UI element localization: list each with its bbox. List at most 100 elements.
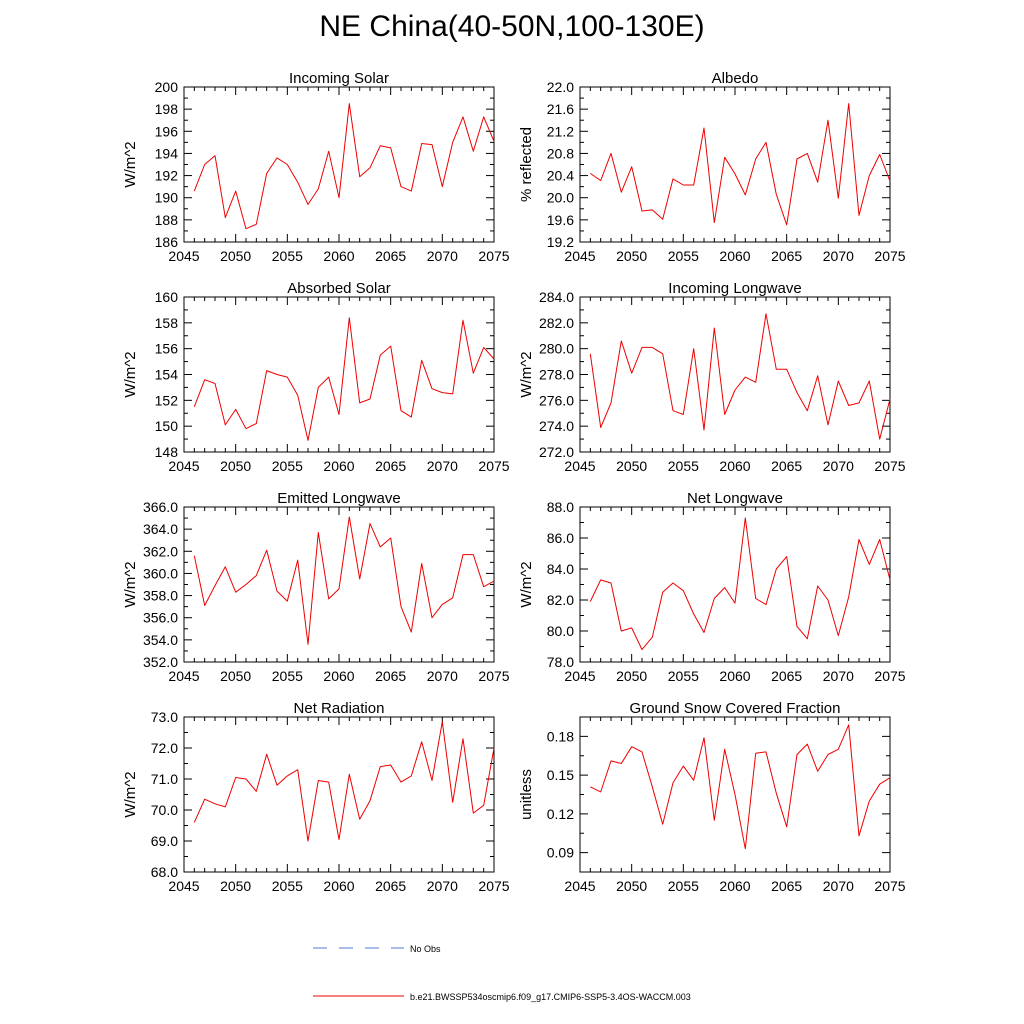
x-tick-label: 2065 bbox=[375, 248, 406, 264]
x-tick-label: 2065 bbox=[375, 668, 406, 684]
page-title: NE China(40-50N,100-130E) bbox=[319, 10, 705, 43]
x-tick-label: 2065 bbox=[771, 248, 802, 264]
x-tick-label: 2055 bbox=[272, 458, 303, 474]
y-tick-label: 80.0 bbox=[547, 623, 574, 639]
y-tick-label: 362.0 bbox=[143, 543, 178, 559]
x-tick-label: 2055 bbox=[668, 878, 699, 894]
panel-title: Net Radiation bbox=[294, 700, 385, 717]
x-tick-label: 2075 bbox=[874, 458, 905, 474]
y-axis-label: % reflected bbox=[518, 127, 535, 202]
y-tick-label: 354.0 bbox=[143, 632, 178, 648]
panel-1: Albedo % reflected 2045 2050 2055 2060 2065 207… bbox=[518, 70, 906, 264]
y-tick-label: 154 bbox=[155, 367, 179, 383]
x-tick-label: 2060 bbox=[719, 668, 750, 684]
y-tick-label: 19.2 bbox=[547, 234, 574, 250]
y-tick-label: 86.0 bbox=[547, 530, 574, 546]
series-line bbox=[193, 721, 495, 842]
y-tick-label: 282.0 bbox=[539, 315, 574, 331]
y-tick-label: 160 bbox=[155, 289, 179, 305]
y-axis-label: W/m^2 bbox=[518, 351, 535, 397]
y-tick-label: 360.0 bbox=[143, 565, 178, 581]
y-tick-label: 0.09 bbox=[547, 845, 574, 861]
x-tick-label: 2070 bbox=[823, 668, 854, 684]
legend-model-label: b.e21.BWSSP534oscmip6.f09_g17.CMIP6-SSP5… bbox=[410, 992, 691, 1002]
x-tick-label: 2045 bbox=[564, 878, 595, 894]
y-tick-label: 20.0 bbox=[547, 190, 574, 206]
y-tick-label: 158 bbox=[155, 315, 179, 331]
x-tick-label: 2055 bbox=[272, 878, 303, 894]
panel-2: Absorbed Solar W/m^2 2045 2050 2055 2060 2065 2… bbox=[122, 280, 510, 474]
x-tick-label: 2060 bbox=[323, 668, 354, 684]
y-tick-label: 71.0 bbox=[151, 771, 178, 787]
y-tick-label: 366.0 bbox=[143, 499, 178, 515]
x-tick-label: 2070 bbox=[823, 248, 854, 264]
x-tick-label: 2060 bbox=[323, 248, 354, 264]
y-axis-label: W/m^2 bbox=[122, 561, 139, 607]
x-tick-label: 2065 bbox=[771, 668, 802, 684]
x-tick-label: 2060 bbox=[719, 248, 750, 264]
y-tick-label: 358.0 bbox=[143, 588, 178, 604]
y-tick-label: 200 bbox=[155, 79, 179, 95]
x-tick-label: 2060 bbox=[323, 458, 354, 474]
y-tick-label: 274.0 bbox=[539, 418, 574, 434]
x-tick-label: 2070 bbox=[427, 458, 458, 474]
y-tick-label: 284.0 bbox=[539, 289, 574, 305]
y-tick-label: 20.4 bbox=[547, 168, 574, 184]
x-tick-label: 2055 bbox=[668, 458, 699, 474]
x-tick-label: 2065 bbox=[771, 458, 802, 474]
x-tick-label: 2070 bbox=[823, 878, 854, 894]
y-tick-label: 190 bbox=[155, 190, 179, 206]
y-tick-label: 278.0 bbox=[539, 367, 574, 383]
y-tick-label: 356.0 bbox=[143, 610, 178, 626]
panel-5: Net Longwave W/m^2 2045 2050 2055 2060 2065 207… bbox=[518, 490, 906, 684]
series-line bbox=[193, 103, 495, 230]
y-tick-label: 78.0 bbox=[547, 654, 574, 670]
x-tick-label: 2055 bbox=[272, 668, 303, 684]
x-tick-label: 2065 bbox=[771, 878, 802, 894]
x-tick-label: 2060 bbox=[719, 458, 750, 474]
x-tick-label: 2075 bbox=[874, 248, 905, 264]
y-tick-label: 196 bbox=[155, 123, 179, 139]
plot-frame bbox=[183, 506, 495, 663]
panel-title: Emitted Longwave bbox=[277, 490, 400, 507]
y-axis-label: W/m^2 bbox=[518, 561, 535, 607]
y-tick-label: 21.6 bbox=[547, 101, 574, 117]
x-tick-label: 2045 bbox=[168, 878, 199, 894]
y-tick-label: 82.0 bbox=[547, 592, 574, 608]
y-tick-label: 186 bbox=[155, 234, 179, 250]
plot-frame bbox=[579, 86, 891, 243]
x-tick-label: 2055 bbox=[668, 668, 699, 684]
x-tick-label: 2050 bbox=[616, 458, 647, 474]
y-axis-label: W/m^2 bbox=[122, 351, 139, 397]
x-tick-label: 2070 bbox=[823, 458, 854, 474]
y-tick-label: 156 bbox=[155, 341, 179, 357]
x-tick-label: 2075 bbox=[874, 878, 905, 894]
y-tick-label: 148 bbox=[155, 444, 179, 460]
y-tick-label: 192 bbox=[155, 168, 179, 184]
x-tick-label: 2050 bbox=[220, 668, 251, 684]
x-tick-label: 2050 bbox=[616, 668, 647, 684]
y-tick-label: 22.0 bbox=[547, 79, 574, 95]
y-tick-label: 194 bbox=[155, 145, 179, 161]
y-tick-label: 88.0 bbox=[547, 499, 574, 515]
legend-obs-label: No Obs bbox=[410, 944, 441, 954]
y-tick-label: 0.15 bbox=[547, 767, 574, 783]
y-axis-label: W/m^2 bbox=[122, 141, 139, 187]
y-tick-label: 72.0 bbox=[151, 740, 178, 756]
x-tick-label: 2075 bbox=[478, 878, 509, 894]
y-tick-label: 152 bbox=[155, 392, 179, 408]
panel-title: Incoming Longwave bbox=[668, 280, 801, 297]
series-line bbox=[590, 724, 891, 850]
y-tick-label: 21.2 bbox=[547, 123, 574, 139]
panel-6: Net Radiation W/m^2 2045 2050 2055 2060 2065 20… bbox=[122, 700, 510, 894]
y-tick-label: 272.0 bbox=[539, 444, 574, 460]
x-tick-label: 2075 bbox=[478, 248, 509, 264]
x-tick-label: 2045 bbox=[564, 248, 595, 264]
panel-title: Net Longwave bbox=[687, 490, 783, 507]
x-tick-label: 2050 bbox=[220, 878, 251, 894]
x-tick-label: 2045 bbox=[564, 458, 595, 474]
y-tick-label: 20.8 bbox=[547, 145, 574, 161]
y-tick-label: 73.0 bbox=[151, 709, 178, 725]
y-tick-label: 68.0 bbox=[151, 864, 178, 880]
